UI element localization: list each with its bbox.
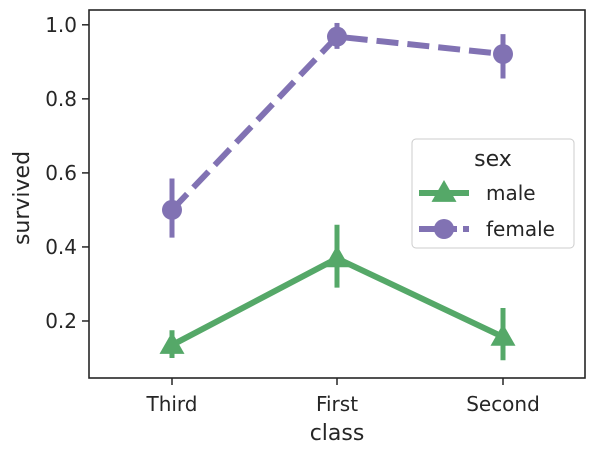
- point-marker: [162, 199, 182, 220]
- legend-label: female: [486, 217, 555, 241]
- series-male: [159, 224, 516, 361]
- point-marker: [327, 26, 347, 47]
- x-axis-label: class: [310, 421, 365, 446]
- point-marker: [490, 323, 516, 346]
- y-tick-label: 0.8: [45, 87, 77, 111]
- point-marker: [434, 219, 454, 239]
- legend-label: male: [486, 181, 536, 205]
- chart-marks: [159, 22, 516, 361]
- point-marker: [493, 44, 513, 65]
- x-tick-label: Third: [145, 392, 197, 416]
- point-marker: [159, 332, 185, 354]
- x-tick-label: First: [316, 392, 358, 416]
- legend-entries: male female: [419, 179, 555, 241]
- series-line: [169, 33, 504, 212]
- point-marker: [324, 245, 350, 268]
- legend-entry-female: female: [419, 217, 555, 241]
- y-axis: 0.2 0.4 0.6 0.8 1.0: [45, 13, 89, 333]
- y-tick-label: 0.4: [45, 235, 77, 259]
- legend-title: sex: [474, 147, 512, 172]
- y-tick-label: 1.0: [45, 13, 77, 37]
- legend: sex male female: [411, 138, 575, 249]
- y-tick-label: 0.2: [45, 309, 77, 333]
- legend-entry-male: male: [419, 179, 536, 205]
- x-axis: Third First Second: [145, 378, 540, 416]
- y-axis-label: survived: [10, 151, 35, 245]
- series-female: [162, 22, 513, 238]
- point-marker: [431, 179, 457, 202]
- x-tick-label: Second: [466, 392, 540, 416]
- y-tick-label: 0.6: [45, 161, 77, 185]
- legend-box: [411, 138, 575, 249]
